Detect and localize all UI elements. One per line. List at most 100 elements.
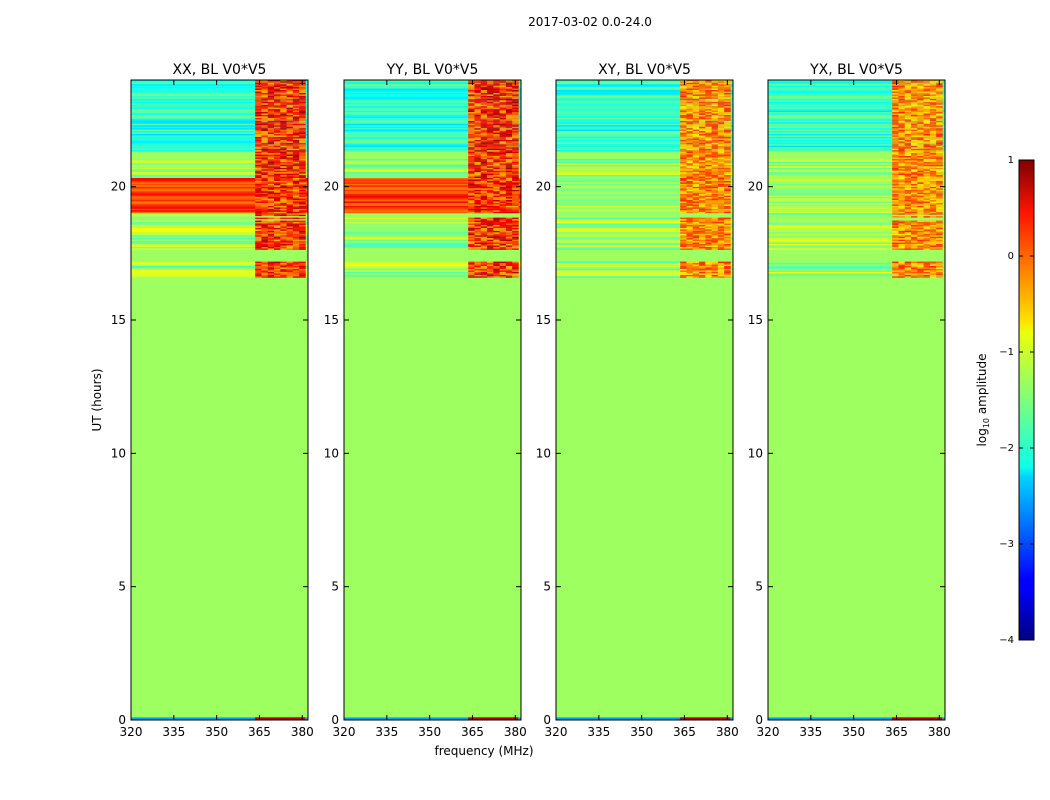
heatmap-cell: [274, 231, 281, 234]
heatmap-cell: [487, 187, 494, 190]
heatmap-cell: [917, 104, 924, 107]
heatmap-cell: [917, 92, 924, 95]
heatmap-cell: [505, 180, 513, 183]
heatmap-cell: [717, 182, 725, 184]
heatmap-cell: [286, 224, 294, 227]
heatmap-cell: [255, 148, 262, 151]
heatmap-cell: [480, 110, 488, 112]
heatmap-cell: [717, 165, 725, 168]
heatmap-cell: [705, 242, 712, 244]
heatmap-cell: [717, 129, 725, 132]
heatmap-row: [131, 237, 308, 240]
heatmap-cell: [692, 196, 700, 199]
heatmap-row: [556, 186, 733, 189]
heatmap-cell: [936, 132, 943, 134]
heatmap-cell: [936, 140, 943, 143]
heatmap-cell: [468, 158, 475, 161]
heatmap-cell: [680, 110, 687, 112]
heatmap-row: [556, 227, 733, 230]
heatmap-cell: [474, 126, 482, 129]
heatmap-cell: [705, 272, 712, 275]
heatmap-cell: [911, 183, 918, 186]
heatmap-cell: [274, 167, 281, 170]
heatmap-cell: [929, 145, 937, 148]
heatmap-cell: [267, 155, 275, 158]
heatmap-cell: [267, 85, 275, 88]
heatmap-cell: [904, 198, 912, 200]
heatmap-cell: [480, 205, 488, 208]
heatmap-cell: [904, 167, 912, 170]
heatmap-cell: [724, 154, 731, 156]
heatmap-cell: [474, 116, 482, 118]
heatmap-cell: [487, 243, 494, 246]
heatmap-cell: [274, 136, 281, 139]
heatmap-cell: [280, 124, 287, 127]
heatmap-cell: [917, 196, 924, 199]
heatmap-cell: [299, 221, 306, 224]
heatmap-cell: [468, 209, 475, 212]
heatmap-cell: [267, 117, 275, 120]
heatmap-cell: [274, 179, 281, 181]
heatmap-cell: [705, 162, 712, 165]
heatmap-cell: [680, 218, 687, 221]
heatmap-cell: [480, 80, 488, 82]
heatmap-row: [131, 130, 308, 133]
heatmap-cell: [261, 190, 269, 193]
heatmap-cell: [717, 267, 725, 269]
heatmap-cell: [699, 162, 706, 165]
heatmap-cell: [680, 231, 687, 234]
heatmap-row: [344, 233, 521, 236]
heatmap-cell: [936, 204, 943, 206]
heatmap-cell: [724, 155, 731, 158]
heatmap-cell: [680, 114, 687, 117]
heatmap-cell: [699, 157, 706, 159]
heatmap-cell: [280, 94, 287, 96]
heatmap-row: [131, 245, 308, 247]
heatmap-cell: [898, 262, 906, 265]
heatmap-cell: [493, 236, 500, 239]
heatmap-cell: [923, 173, 931, 176]
heatmap-cell: [680, 82, 687, 85]
heatmap-cell: [280, 105, 287, 108]
heatmap-cell: [929, 123, 937, 126]
heatmap-cell: [917, 133, 924, 136]
heatmap-row: [344, 267, 521, 269]
heatmap-cell: [499, 123, 507, 126]
heatmap-cell: [499, 82, 507, 85]
heatmap-row: [131, 124, 308, 127]
heatmap-cell: [898, 142, 906, 145]
heatmap-cell: [299, 182, 306, 184]
heatmap-cell: [280, 186, 287, 189]
heatmap-cell: [717, 154, 725, 156]
heatmap-cell: [929, 267, 937, 269]
heatmap-cell: [911, 202, 918, 205]
heatmap-cell: [468, 205, 475, 208]
heatmap-cell: [274, 212, 281, 215]
heatmap-cell: [299, 94, 306, 96]
heatmap-row: [131, 102, 308, 105]
heatmap-cell: [705, 107, 712, 110]
heatmap-cell: [267, 264, 275, 266]
panel-frame: [555, 79, 734, 721]
heatmap-cell: [699, 154, 706, 156]
heatmap-row: [768, 179, 945, 181]
heatmap-cell: [480, 240, 488, 243]
heatmap-cell: [480, 227, 488, 230]
heatmap-cell: [505, 242, 513, 244]
heatmap-cell: [917, 154, 924, 156]
heatmap-cell: [299, 220, 306, 222]
heatmap-cell: [274, 129, 281, 132]
heatmap-cell: [686, 173, 694, 176]
heatmap-cell: [487, 272, 494, 275]
heatmap-cell: [512, 161, 519, 164]
heatmap-cell: [286, 243, 294, 246]
heatmap-cell: [286, 221, 294, 224]
heatmap-cell: [692, 180, 700, 183]
heatmap-cell: [923, 230, 931, 233]
heatmap-cell: [917, 211, 924, 214]
heatmap-cell: [505, 99, 513, 102]
heatmap-cell: [255, 161, 262, 164]
heatmap-cell: [686, 245, 694, 247]
heatmap-cell: [692, 117, 700, 120]
heatmap-cell: [286, 136, 294, 139]
